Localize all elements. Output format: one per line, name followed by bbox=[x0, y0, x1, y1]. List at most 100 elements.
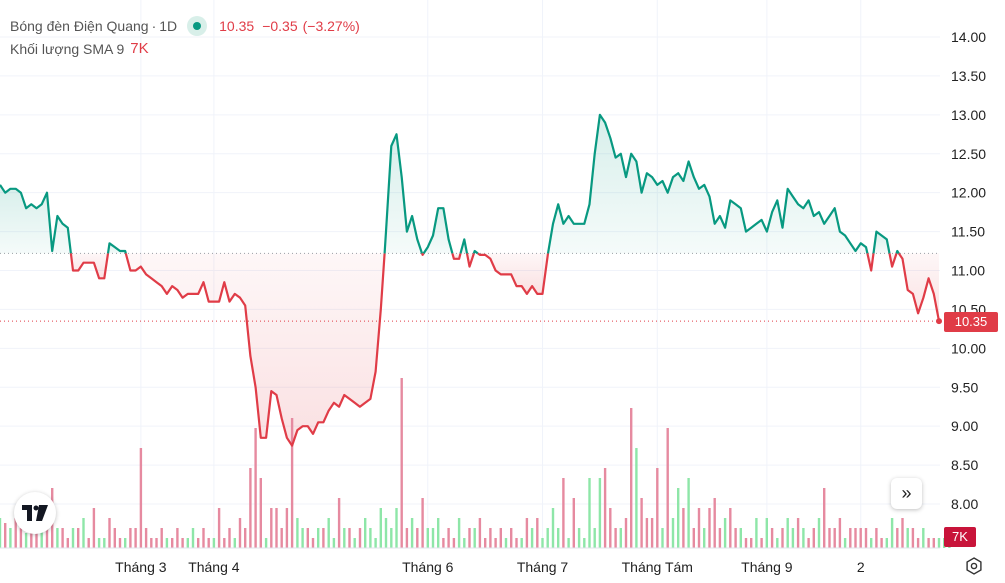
volume-bar bbox=[337, 498, 341, 548]
y-tick-label: 11.00 bbox=[951, 263, 985, 279]
last-price-tag: 10.35 bbox=[944, 312, 998, 332]
double-chevron-right-icon: » bbox=[901, 483, 912, 503]
volume-bar bbox=[525, 518, 529, 548]
price-line bbox=[0, 113, 942, 447]
volume-indicator-label[interactable]: Khối lượng SMA 9 bbox=[10, 40, 125, 57]
volume-bar bbox=[677, 488, 680, 548]
volume-bar bbox=[212, 538, 216, 548]
volume-bar bbox=[275, 508, 278, 548]
volume-bar bbox=[760, 538, 763, 548]
area-above-baseline bbox=[0, 184, 71, 254]
price-line-down bbox=[69, 253, 110, 280]
volume-bar bbox=[421, 498, 424, 548]
volume-bar bbox=[431, 528, 435, 548]
volume-bar bbox=[82, 518, 85, 548]
volume-bar bbox=[24, 533, 28, 548]
y-tick-label: 12.50 bbox=[951, 146, 986, 162]
legend-symbol-row: Bóng đèn Điện Quang · 1D 10.35 −0.35 (−3… bbox=[10, 14, 360, 37]
volume-bar bbox=[541, 538, 544, 548]
volume-bar bbox=[311, 538, 315, 548]
chart-legend: Bóng đèn Điện Quang · 1D 10.35 −0.35 (−3… bbox=[10, 14, 360, 60]
volume-bar bbox=[249, 468, 252, 548]
y-tick-label: 13.00 bbox=[951, 107, 986, 123]
settings-icon[interactable] bbox=[962, 554, 986, 578]
x-tick-label: Tháng 4 bbox=[188, 559, 240, 575]
volume-bar bbox=[515, 538, 518, 548]
legend-volume-row: Khối lượng SMA 9 7K bbox=[10, 37, 360, 60]
interval-label[interactable]: 1D bbox=[159, 17, 178, 34]
volume-bar bbox=[144, 528, 148, 548]
volume-bar bbox=[280, 528, 283, 548]
y-tick-label: 12.00 bbox=[951, 185, 986, 201]
market-status-icon[interactable] bbox=[187, 15, 208, 36]
volume-bar bbox=[468, 528, 471, 548]
volume-bar bbox=[932, 538, 935, 548]
price-line-up bbox=[895, 249, 900, 254]
last-price: 10.35 bbox=[219, 17, 255, 34]
volume-bar bbox=[452, 538, 456, 548]
volume-bar bbox=[478, 518, 482, 548]
volume-bar bbox=[520, 538, 523, 548]
volume-bar bbox=[875, 528, 878, 548]
volume-bar bbox=[322, 528, 325, 548]
price-line-up bbox=[383, 133, 424, 254]
price-line-up bbox=[459, 238, 469, 254]
volume-bar bbox=[864, 528, 868, 548]
volume-bar bbox=[703, 528, 706, 548]
volume-bar bbox=[489, 528, 492, 548]
time-axis[interactable]: Tháng 3 Tháng 4 Tháng 6 Tháng 7 Tháng Tám Thá… bbox=[0, 547, 940, 575]
volume-bar bbox=[35, 528, 38, 548]
volume-bar bbox=[723, 518, 727, 548]
volume-bar bbox=[405, 528, 409, 548]
symbol-name[interactable]: Bóng đèn Điện Quang bbox=[10, 17, 149, 34]
volume-bar bbox=[306, 528, 309, 548]
volume-bar bbox=[358, 528, 362, 548]
y-tick-label: 11.50 bbox=[951, 224, 985, 240]
volume-bar bbox=[473, 528, 476, 548]
volume-bar bbox=[442, 538, 445, 548]
volume-bar bbox=[786, 518, 789, 548]
y-tick-label: 9.00 bbox=[951, 418, 978, 434]
volume-bar bbox=[744, 538, 748, 548]
volume-indicator-value: 7K bbox=[130, 40, 149, 57]
volume-bar bbox=[9, 528, 12, 548]
volume-bar bbox=[0, 518, 2, 548]
area-above-baseline bbox=[873, 231, 890, 254]
price-axis[interactable]: 14.0013.5013.0012.5012.0011.5011.0010.50… bbox=[951, 29, 986, 512]
x-tick-label: Tháng 6 bbox=[402, 559, 454, 575]
volume-bar bbox=[348, 528, 351, 548]
volume-bar bbox=[718, 528, 722, 548]
volume-bar bbox=[390, 528, 393, 548]
volume-bar bbox=[812, 528, 815, 548]
y-tick-label: 8.00 bbox=[951, 496, 978, 512]
volume-bar bbox=[603, 468, 607, 548]
volume-bar bbox=[494, 538, 497, 548]
volume-bar bbox=[870, 538, 873, 548]
volume-bar bbox=[802, 528, 805, 548]
volume-bar bbox=[530, 528, 534, 548]
volume-bar bbox=[463, 538, 466, 548]
volume-bar bbox=[567, 538, 570, 548]
price-line-down bbox=[888, 253, 898, 268]
volume-bar bbox=[833, 528, 836, 548]
volume-bar bbox=[729, 508, 732, 548]
volume-bar bbox=[77, 528, 80, 548]
volume-bar bbox=[270, 508, 273, 548]
volume-bar bbox=[817, 518, 821, 548]
volume-bar bbox=[301, 528, 304, 548]
volume-bar bbox=[588, 478, 591, 548]
volume-bar bbox=[129, 528, 132, 548]
tradingview-logo-icon[interactable] bbox=[14, 492, 56, 534]
last-volume-tag: 7K bbox=[944, 527, 976, 547]
volume-bar bbox=[755, 518, 758, 548]
volume-bar bbox=[191, 528, 195, 548]
price-line-up bbox=[472, 249, 479, 255]
area-below-baseline bbox=[898, 253, 939, 322]
volume-bar bbox=[400, 378, 403, 548]
volume-bar bbox=[911, 528, 915, 548]
volume-bar bbox=[536, 518, 539, 548]
volume-bar bbox=[692, 528, 695, 548]
scroll-to-realtime-button[interactable]: » bbox=[891, 478, 922, 509]
volume-bar bbox=[572, 498, 575, 548]
